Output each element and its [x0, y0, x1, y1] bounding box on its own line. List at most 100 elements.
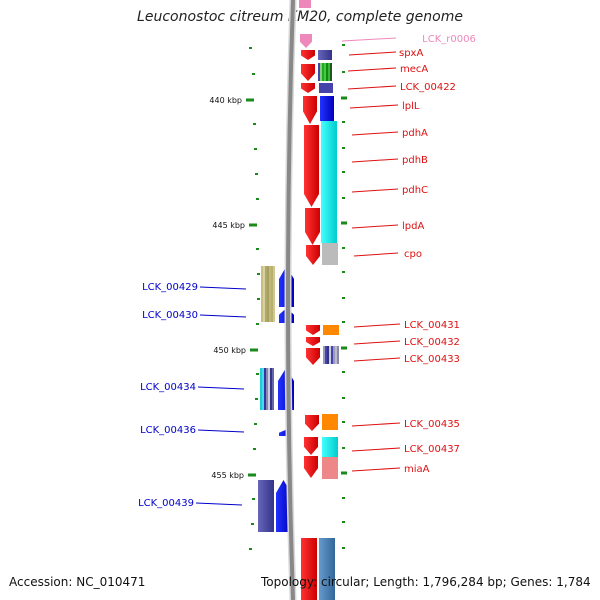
gene-label-spxA[interactable]: spxA: [399, 48, 423, 59]
function-block[interactable]: [262, 368, 264, 410]
gene-label-lpdA[interactable]: lpdA: [402, 221, 424, 232]
label-connector: [351, 131, 399, 136]
gene-arrow-lplL[interactable]: [303, 96, 317, 124]
label-connector: [351, 188, 399, 193]
gene-label-LCK_00437[interactable]: LCK_00437: [404, 444, 460, 455]
gene-label-cpo[interactable]: cpo: [404, 249, 422, 260]
function-block[interactable]: [263, 266, 265, 322]
function-block[interactable]: [327, 346, 329, 364]
label-connector: [341, 37, 397, 42]
gene-label-LCK_00434[interactable]: LCK_00434: [140, 382, 196, 393]
backbone-line: [286, 0, 295, 600]
gene-label-pdhA[interactable]: pdhA: [402, 128, 428, 139]
gene-label-LCK_00435[interactable]: LCK_00435: [404, 419, 460, 430]
function-block[interactable]: [322, 437, 338, 457]
gene-label-LCK_00432[interactable]: LCK_00432: [404, 337, 460, 348]
function-block[interactable]: [335, 346, 337, 364]
function-block[interactable]: [319, 83, 333, 93]
function-block[interactable]: [320, 63, 322, 81]
scale-label: 445 kbp: [212, 221, 245, 230]
scale-ticks: 440 kbp 445 kbp 450 kbp 455 kbp: [209, 44, 347, 550]
function-block[interactable]: [258, 480, 274, 532]
gene-labels: LCK_r0006 spxA mecA LCK_00422 lplL pdhA pdhB pd…: [138, 34, 476, 509]
function-block[interactable]: [319, 538, 335, 600]
function-block[interactable]: [329, 346, 331, 364]
gene-label-LCK_00439[interactable]: LCK_00439: [138, 498, 194, 509]
function-block[interactable]: [273, 266, 275, 322]
label-connector: [351, 467, 401, 472]
gene-label-lplL[interactable]: lplL: [402, 101, 420, 112]
function-block[interactable]: [330, 63, 332, 81]
label-connector: [347, 67, 397, 72]
gene-arrow-miaA[interactable]: [304, 456, 318, 478]
gene-arrow-LCK_00433[interactable]: [306, 348, 320, 365]
label-connector: [197, 429, 245, 433]
function-block[interactable]: [265, 266, 267, 322]
gene-label-LCK_00429[interactable]: LCK_00429: [142, 282, 198, 293]
gene-label-LCK_00431[interactable]: LCK_00431: [404, 320, 460, 331]
gene-arrow-LCK_00432[interactable]: [306, 337, 320, 346]
function-block[interactable]: [269, 266, 271, 322]
function-block[interactable]: [318, 50, 332, 60]
function-block[interactable]: [267, 266, 269, 322]
gene-arrow-LCK_00431[interactable]: [306, 325, 320, 335]
gene-arrow-cpo[interactable]: [306, 245, 320, 265]
gene-features: [258, 0, 339, 600]
gene-label-pdhC[interactable]: pdhC: [402, 185, 428, 196]
label-connector: [195, 502, 243, 506]
function-block[interactable]: [326, 63, 328, 81]
gene-arrow-lpdA[interactable]: [305, 208, 320, 245]
function-block[interactable]: [260, 368, 262, 410]
function-block[interactable]: [322, 63, 324, 81]
function-block[interactable]: [320, 96, 334, 121]
scale-label: 440 kbp: [209, 96, 242, 105]
label-connector: [199, 314, 247, 318]
gene-label-LCK_00433[interactable]: LCK_00433: [404, 354, 460, 365]
label-connector: [351, 158, 399, 163]
rna-feature[interactable]: [299, 0, 311, 8]
function-block[interactable]: [333, 346, 335, 364]
gene-label-LCK_00436[interactable]: LCK_00436: [140, 425, 196, 436]
gene-arrow-partial[interactable]: [301, 538, 317, 600]
function-block[interactable]: [266, 368, 268, 410]
scale-label: 455 kbp: [211, 471, 244, 480]
function-block[interactable]: [268, 368, 270, 410]
gene-label-LCK_00422[interactable]: LCK_00422: [400, 82, 456, 93]
gene-arrow-LCK_00422[interactable]: [301, 83, 315, 93]
label-connector: [197, 386, 245, 390]
function-block[interactable]: [328, 63, 330, 81]
rna-feature[interactable]: [300, 34, 312, 48]
function-block[interactable]: [270, 368, 272, 410]
function-block[interactable]: [322, 457, 338, 479]
gene-arrow-LCK_00437[interactable]: [304, 437, 318, 455]
function-block[interactable]: [323, 325, 339, 335]
function-block[interactable]: [264, 368, 266, 410]
function-block[interactable]: [323, 346, 325, 364]
function-block[interactable]: [322, 243, 338, 265]
function-block[interactable]: [331, 346, 333, 364]
gene-arrow-spxA[interactable]: [301, 50, 315, 60]
function-block[interactable]: [325, 346, 327, 364]
gene-label-miaA[interactable]: miaA: [404, 464, 430, 475]
function-block[interactable]: [321, 121, 337, 243]
gene-arrow-pdh[interactable]: [304, 125, 319, 207]
function-block[interactable]: [324, 63, 326, 81]
gene-arrow-mecA[interactable]: [301, 64, 315, 81]
label-connector: [351, 224, 399, 229]
accession-text: Accession: NC_010471: [9, 575, 146, 589]
gene-label-LCK_00430[interactable]: LCK_00430: [142, 310, 198, 321]
function-block[interactable]: [261, 266, 263, 322]
gene-label-mecA[interactable]: mecA: [400, 64, 428, 75]
function-block[interactable]: [272, 368, 274, 410]
label-connector: [351, 422, 401, 427]
function-block[interactable]: [337, 346, 339, 364]
function-block[interactable]: [271, 266, 273, 322]
function-block[interactable]: [318, 63, 320, 81]
label-connector: [353, 252, 399, 257]
label-connector: [353, 340, 401, 345]
gene-arrow-LCK_00435[interactable]: [305, 415, 319, 431]
gene-label-LCK_r0006[interactable]: LCK_r0006: [422, 34, 476, 45]
gene-label-pdhB[interactable]: pdhB: [402, 155, 428, 166]
function-block[interactable]: [322, 414, 338, 430]
label-connector: [351, 447, 401, 452]
